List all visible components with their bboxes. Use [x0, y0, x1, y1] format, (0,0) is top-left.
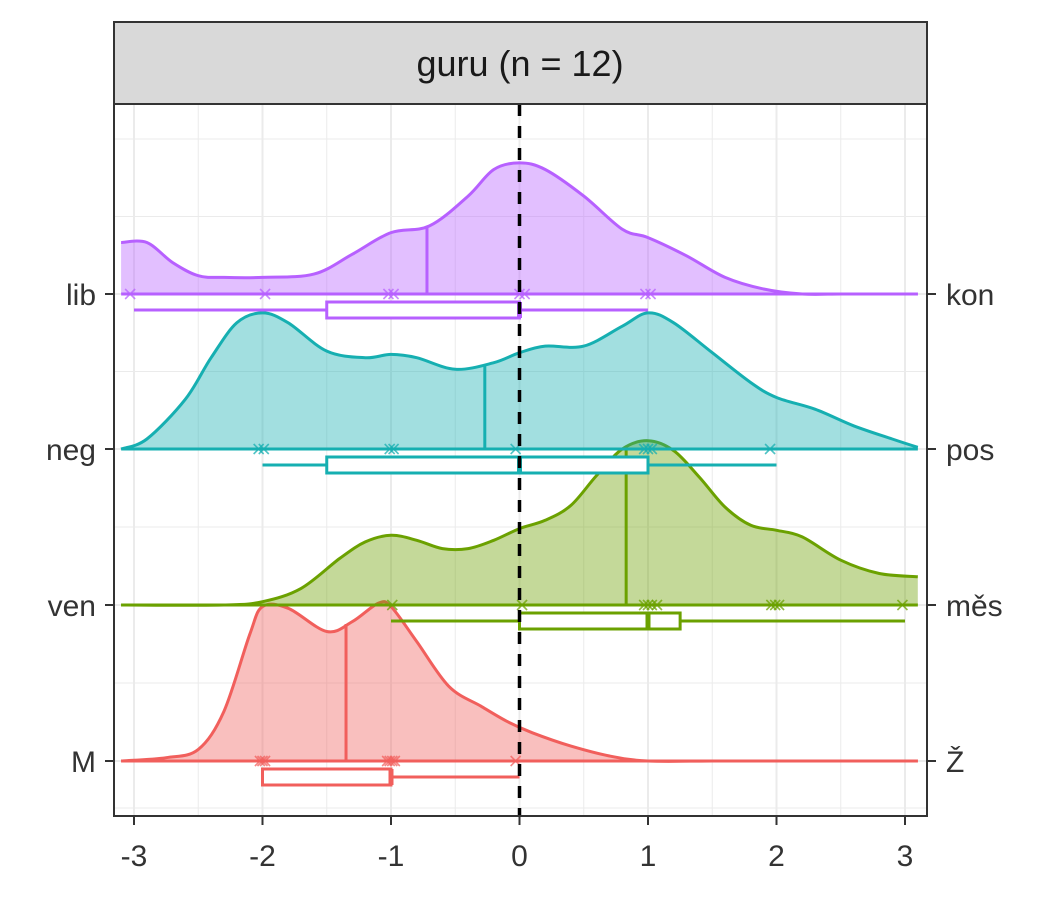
data-point [646, 443, 658, 455]
box-iqr [325, 300, 521, 320]
data-point [254, 755, 266, 767]
data-point [384, 755, 396, 767]
left-category-label: neg [46, 434, 96, 467]
data-point [764, 443, 776, 455]
data-point [388, 288, 400, 300]
left-category-label: lib [66, 279, 96, 312]
data-point [384, 443, 396, 455]
data-point [773, 599, 785, 611]
x-tick-label: 1 [640, 840, 657, 873]
data-point [256, 755, 269, 767]
data-point [386, 755, 398, 767]
ridge-M [120, 600, 918, 787]
density-line [121, 439, 918, 607]
data-point [516, 599, 528, 611]
right-category-label: pos [946, 434, 994, 467]
x-tick-label: -1 [378, 840, 405, 873]
data-point [642, 599, 654, 611]
left-category-label: M [71, 746, 96, 779]
density-area [121, 440, 918, 606]
x-tick-label: 2 [768, 840, 785, 873]
density-line [120, 311, 919, 451]
data-point [388, 443, 400, 455]
data-point [646, 599, 658, 611]
data-point [382, 288, 394, 300]
data-point [639, 288, 651, 300]
density-line [121, 161, 918, 296]
density-area [121, 601, 918, 762]
left-category-label: ven [48, 590, 96, 623]
data-point [513, 288, 526, 300]
ridge-ven [121, 439, 918, 631]
data-point [645, 288, 657, 300]
data-point [259, 755, 271, 767]
data-point [259, 288, 271, 300]
box-iqr [325, 455, 650, 475]
data-point [519, 288, 531, 300]
data-point [769, 599, 781, 611]
density-area [121, 312, 918, 449]
strip-background [113, 21, 928, 105]
density-area [121, 162, 918, 295]
ridge-neg [120, 311, 919, 475]
box-iqr [261, 767, 393, 787]
ridge-lib [121, 161, 918, 320]
data-point [389, 755, 401, 767]
x-tick-label: -2 [249, 840, 276, 873]
data-point [896, 599, 908, 611]
data-point [258, 443, 270, 455]
x-tick-label: -3 [121, 840, 148, 873]
x-tick-label: 0 [511, 840, 528, 873]
right-category-label: Ž [946, 746, 964, 779]
data-point [124, 288, 136, 300]
right-category-label: měs [946, 590, 1003, 623]
box-iqr [518, 611, 682, 631]
facet-title: guru (n = 12) [416, 43, 623, 84]
data-point [642, 443, 654, 455]
data-point [651, 599, 663, 611]
right-category-label: kon [946, 279, 994, 312]
x-tick-label: 3 [897, 840, 914, 873]
ridges [120, 161, 919, 787]
data-point [253, 443, 265, 455]
data-point [386, 599, 398, 611]
